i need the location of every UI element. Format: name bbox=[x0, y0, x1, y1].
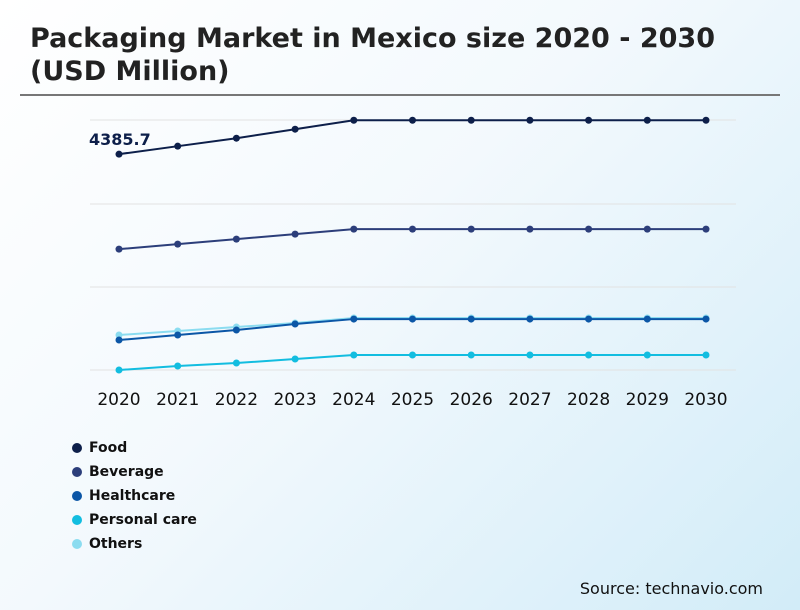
legend-marker-icon bbox=[72, 491, 82, 501]
x-tick-label: 2025 bbox=[391, 390, 434, 410]
data-point bbox=[174, 362, 182, 370]
data-point bbox=[409, 225, 416, 233]
data-point bbox=[350, 225, 358, 233]
data-point bbox=[232, 359, 240, 367]
data-point bbox=[585, 225, 593, 233]
data-point bbox=[643, 315, 651, 323]
legend-item: Others bbox=[72, 532, 197, 556]
legend: Food Beverage Healthcare Personal care Other… bbox=[72, 436, 197, 556]
data-point bbox=[350, 351, 358, 359]
data-point bbox=[291, 355, 299, 363]
source-text: Source: technavio.com bbox=[579, 579, 763, 598]
data-point bbox=[115, 245, 123, 253]
data-point bbox=[643, 225, 651, 233]
x-tick-label: 2020 bbox=[97, 390, 140, 410]
x-tick-label: 2024 bbox=[332, 390, 375, 410]
legend-marker-icon bbox=[72, 467, 82, 477]
data-point bbox=[291, 230, 299, 238]
data-point bbox=[409, 116, 416, 124]
data-point bbox=[232, 134, 240, 142]
data-point bbox=[643, 351, 651, 359]
data-point bbox=[232, 326, 240, 334]
x-tick-label: 2022 bbox=[215, 390, 258, 410]
data-point bbox=[409, 351, 416, 359]
data-point bbox=[526, 116, 534, 124]
legend-item: Food bbox=[72, 436, 197, 460]
data-point bbox=[115, 336, 123, 344]
data-point bbox=[702, 351, 710, 359]
legend-label: Personal care bbox=[89, 512, 197, 528]
data-point bbox=[702, 116, 710, 124]
data-point bbox=[174, 331, 182, 339]
data-point bbox=[585, 116, 593, 124]
legend-item: Personal care bbox=[72, 508, 197, 532]
legend-item: Healthcare bbox=[72, 484, 197, 508]
legend-label: Others bbox=[89, 536, 143, 552]
x-tick-label: 2027 bbox=[508, 390, 551, 410]
data-point bbox=[643, 116, 651, 124]
x-tick-label: 2023 bbox=[273, 390, 316, 410]
data-point bbox=[350, 116, 358, 124]
data-point bbox=[115, 150, 123, 158]
data-point bbox=[291, 125, 299, 133]
legend-marker-icon bbox=[72, 515, 82, 525]
legend-marker-icon bbox=[72, 539, 82, 549]
x-tick-label: 2030 bbox=[684, 390, 727, 410]
chart-title: Packaging Market in Mexico size 2020 - 2… bbox=[30, 23, 715, 87]
data-point bbox=[585, 315, 593, 323]
data-point bbox=[702, 225, 710, 233]
x-tick-label: 2028 bbox=[567, 390, 610, 410]
data-point bbox=[467, 351, 475, 359]
data-point bbox=[702, 315, 710, 323]
data-point bbox=[526, 315, 534, 323]
data-point bbox=[526, 225, 534, 233]
data-point bbox=[115, 366, 123, 374]
legend-item: Beverage bbox=[72, 460, 197, 484]
data-point bbox=[467, 315, 475, 323]
data-point bbox=[115, 331, 123, 339]
data-point bbox=[467, 116, 475, 124]
data-point bbox=[585, 351, 593, 359]
series-line-food bbox=[118, 119, 706, 156]
x-tick-label: 2021 bbox=[156, 390, 199, 410]
data-point bbox=[291, 320, 299, 328]
title-divider bbox=[20, 94, 780, 96]
data-point bbox=[350, 315, 358, 323]
data-point bbox=[174, 240, 182, 248]
legend-marker-icon bbox=[72, 443, 82, 453]
x-tick-label: 2029 bbox=[626, 390, 669, 410]
data-label: 4385.7 bbox=[89, 130, 151, 149]
data-point bbox=[232, 235, 240, 243]
data-point bbox=[467, 225, 475, 233]
legend-label: Beverage bbox=[89, 464, 164, 480]
x-tick-label: 2026 bbox=[450, 390, 493, 410]
data-point bbox=[409, 315, 416, 323]
legend-label: Food bbox=[89, 440, 128, 456]
data-point bbox=[174, 142, 182, 150]
data-point bbox=[526, 351, 534, 359]
legend-label: Healthcare bbox=[89, 488, 176, 504]
